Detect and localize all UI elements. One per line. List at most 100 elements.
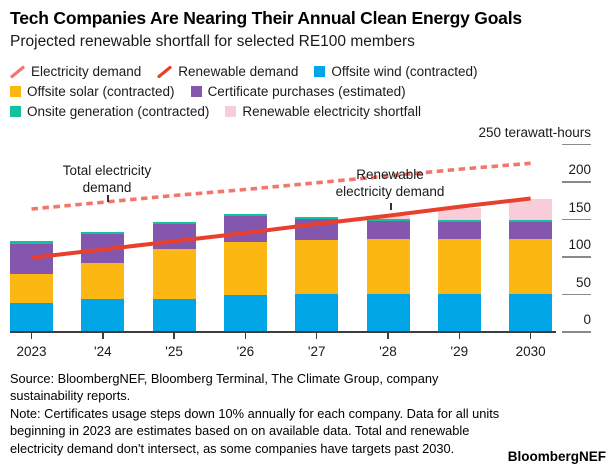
bar-segment-renewable-electricity-shortfall	[509, 198, 553, 220]
legend-label: Offsite wind (contracted)	[331, 64, 478, 79]
bar-segment-certificate-purchases-estimated	[366, 221, 410, 239]
bar-segment-offsite-wind-contracted	[81, 299, 125, 332]
square-swatch	[225, 106, 237, 117]
x-axis-tick	[458, 332, 461, 339]
legend-item: Offsite wind (contracted)	[314, 64, 477, 79]
dashed-line-swatch	[10, 65, 25, 78]
y-axis-tick	[562, 331, 591, 333]
page-subtitle: Projected renewable shortfall for select…	[10, 33, 415, 50]
y-axis-tick-label: 250 terawatt-hours	[478, 124, 591, 140]
legend-row: Onsite generation (contracted) Renewable …	[10, 104, 606, 119]
legend-item: Renewable demand	[157, 64, 298, 79]
legend-item: Electricity demand	[10, 64, 141, 79]
annotation-text: Total electricity	[62, 163, 152, 178]
x-axis-tick-label: '24	[94, 344, 112, 359]
x-axis-tick	[315, 332, 318, 339]
y-axis-tick-label: 0	[583, 312, 591, 327]
bar-segment-onsite-generation-contracted	[437, 219, 481, 222]
square-swatch	[314, 66, 326, 77]
bar-segment-offsite-wind-contracted	[509, 293, 553, 332]
bar-segment-onsite-generation-contracted	[81, 231, 125, 234]
legend: Electricity demand Renewable demand Offsit…	[10, 64, 606, 119]
x-axis-tick	[387, 332, 389, 339]
line-annotation: Total electricity demand	[63, 162, 152, 197]
x-axis-tick	[30, 332, 33, 339]
annotation-pointer	[390, 203, 392, 210]
trend-lines-layer	[31, 161, 531, 260]
bar-segment-onsite-generation-contracted	[366, 218, 410, 221]
bar-segment-offsite-solar-contracted	[223, 242, 267, 296]
y-axis-tick-label: 150	[568, 199, 591, 215]
y-axis-tick	[562, 256, 591, 258]
annotation-text: Renewable	[356, 167, 424, 182]
square-swatch	[190, 86, 202, 97]
bar-segment-certificate-purchases-estimated	[223, 215, 267, 242]
annotation-text: demand	[82, 180, 132, 196]
bar-segment-renewable-electricity-shortfall	[437, 208, 481, 220]
y-axis-tick	[562, 218, 591, 221]
legend-label: Offsite solar (contracted)	[27, 84, 175, 99]
methodology-note: Note: Certificates usage steps down 10% …	[10, 405, 500, 456]
bar-segment-offsite-solar-contracted	[437, 239, 481, 294]
bar-segment-certificate-purchases-estimated	[437, 221, 481, 239]
solid-line-swatch	[157, 65, 172, 78]
bar-segment-certificate-purchases-estimated	[10, 243, 53, 274]
footer: Source: BloombergNEF, Bloomberg Terminal…	[10, 370, 515, 457]
bar-segment-offsite-wind-contracted	[152, 299, 196, 332]
x-axis-tick	[244, 332, 247, 339]
x-axis-tick	[173, 332, 175, 339]
bar-segment-offsite-wind-contracted	[366, 293, 410, 332]
bar-segment-onsite-generation-contracted	[295, 216, 339, 219]
source-note: Source: BloombergNEF, Bloomberg Terminal…	[10, 371, 439, 404]
bar-segment-onsite-generation-contracted	[10, 240, 53, 244]
x-axis-tick-label: '25	[165, 344, 183, 359]
x-axis-tick-label: '28	[379, 344, 397, 359]
legend-item: Certificate purchases (estimated)	[190, 84, 406, 99]
annotation-text: electricity demand	[335, 184, 445, 200]
bar-segment-onsite-generation-contracted	[223, 213, 267, 216]
legend-row: Electricity demand Renewable demand Offsit…	[10, 64, 606, 79]
y-axis-tick	[562, 181, 591, 183]
legend-row: Offsite solar (contracted) Certificate pu…	[10, 84, 606, 99]
bar-segment-offsite-wind-contracted	[295, 293, 339, 332]
x-axis-tick-label: '29	[450, 344, 469, 359]
x-axis-tick-label: '26	[236, 344, 255, 359]
bar-segment-offsite-solar-contracted	[366, 239, 410, 294]
legend-item: Offsite solar (contracted)	[10, 84, 175, 99]
x-axis-tick	[102, 332, 104, 339]
bar-segment-offsite-wind-contracted	[223, 295, 267, 332]
annotation-pointer	[107, 195, 109, 202]
x-axis-line	[10, 331, 556, 333]
legend-label: Onsite generation (contracted)	[27, 104, 210, 119]
y-axis-tick	[562, 293, 591, 296]
y-axis-tick	[562, 143, 591, 146]
bar-segment-offsite-solar-contracted	[295, 239, 339, 294]
bar-segment-offsite-wind-contracted	[437, 293, 481, 332]
page-title: Tech Companies Are Nearing Their Annual …	[10, 8, 522, 28]
square-swatch	[10, 86, 21, 97]
bar-segment-offsite-solar-contracted	[152, 248, 196, 299]
renewable-demand-line	[31, 196, 531, 260]
y-axis-tick-label: 100	[568, 237, 591, 252]
legend-item: Onsite generation (contracted)	[10, 104, 209, 119]
x-axis-tick-label: 2023	[16, 344, 47, 359]
bar-segment-certificate-purchases-estimated	[509, 221, 553, 239]
legend-label: Certificate purchases (estimated)	[207, 84, 406, 99]
legend-label: Electricity demand	[31, 64, 142, 79]
chart-area: 250 terawatt-hours 200 150 100 50 0 2023 '24 '25…	[0, 124, 616, 361]
bar-segment-offsite-solar-contracted	[81, 263, 125, 299]
y-axis-tick-label: 50	[575, 274, 591, 290]
legend-item: Renewable electricity shortfall	[225, 104, 421, 119]
y-axis-tick-label: 200	[568, 162, 591, 177]
square-swatch	[10, 106, 21, 117]
x-axis-tick-label: 2030	[515, 344, 546, 359]
bar-segment-offsite-solar-contracted	[509, 239, 553, 294]
line-annotation: Renewable electricity demand	[336, 166, 445, 201]
bar-segment-onsite-generation-contracted	[509, 219, 553, 222]
bar-segment-offsite-solar-contracted	[10, 273, 53, 303]
legend-label: Renewable demand	[178, 64, 299, 79]
x-axis-tick-label: '27	[307, 344, 326, 359]
bar-segment-offsite-wind-contracted	[10, 302, 53, 332]
brand-logo: BloombergNEF	[507, 449, 606, 464]
